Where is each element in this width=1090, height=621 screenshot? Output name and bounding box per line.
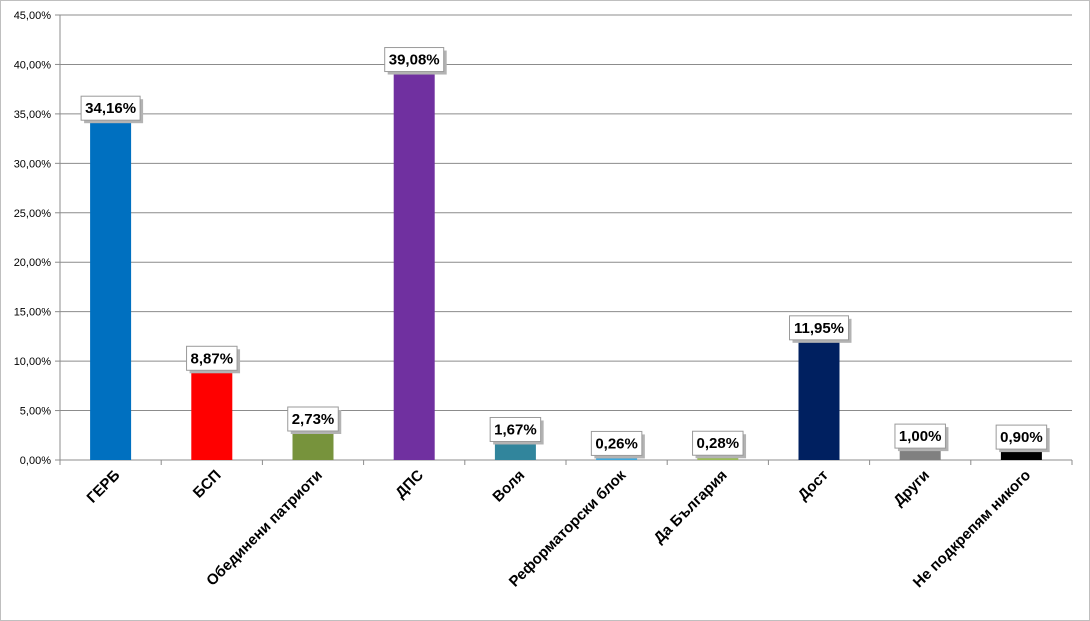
data-label: 11,95% bbox=[794, 320, 844, 337]
data-label: 34,16% bbox=[85, 100, 136, 117]
data-label-box bbox=[489, 416, 542, 442]
x-tick-label: Воля bbox=[489, 467, 528, 506]
bar bbox=[798, 341, 840, 460]
bar bbox=[697, 457, 739, 460]
bar bbox=[899, 450, 941, 460]
data-label: 2,73% bbox=[292, 411, 335, 428]
x-tick-label: ДПС bbox=[392, 467, 427, 502]
data-label: 0,26% bbox=[595, 435, 638, 452]
x-tick-label: БСП bbox=[190, 467, 225, 502]
bar bbox=[393, 73, 435, 460]
data-label-box bbox=[384, 47, 445, 73]
x-tick-label: Не подкрепям никого bbox=[910, 467, 1034, 591]
data-label: 0,28% bbox=[697, 435, 740, 452]
y-tick-label: 20,00% bbox=[14, 257, 52, 269]
y-tick-label: 45,00% bbox=[14, 10, 52, 22]
data-label-box bbox=[995, 424, 1048, 450]
data-label-box bbox=[287, 406, 339, 432]
y-tick-label: 15,00% bbox=[14, 307, 52, 319]
y-tick-label: 5,00% bbox=[20, 406, 51, 418]
bar bbox=[1000, 451, 1042, 460]
bar bbox=[191, 372, 233, 460]
x-tick-label: Да България bbox=[651, 467, 731, 547]
data-label: 1,00% bbox=[899, 428, 942, 445]
y-tick-label: 35,00% bbox=[14, 109, 52, 121]
data-label-box bbox=[789, 315, 849, 341]
bar bbox=[494, 443, 536, 460]
y-tick-label: 10,00% bbox=[14, 356, 52, 368]
data-label: 8,87% bbox=[191, 350, 234, 367]
bar bbox=[292, 433, 334, 460]
data-label: 1,67% bbox=[494, 421, 537, 438]
y-tick-label: 25,00% bbox=[14, 208, 52, 220]
x-tick-label: Дост bbox=[795, 467, 832, 504]
data-label-box bbox=[80, 95, 141, 121]
data-label-box bbox=[186, 345, 238, 371]
y-tick-label: 0,00% bbox=[20, 455, 51, 467]
data-label-box bbox=[590, 430, 643, 456]
bar bbox=[596, 457, 638, 460]
x-tick-label: Други bbox=[890, 467, 933, 510]
data-label-box bbox=[692, 430, 744, 456]
data-label-box bbox=[894, 423, 946, 449]
y-tick-label: 30,00% bbox=[14, 158, 52, 170]
data-label: 39,08% bbox=[389, 52, 440, 69]
x-tick-label: Обединени патриоти bbox=[203, 467, 326, 590]
y-tick-label: 40,00% bbox=[14, 59, 52, 71]
x-tick-label: ГЕРБ bbox=[84, 467, 124, 507]
data-label: 0,90% bbox=[1000, 429, 1043, 446]
bar bbox=[90, 122, 132, 460]
x-tick-label: Реформаторски блок bbox=[506, 466, 630, 590]
